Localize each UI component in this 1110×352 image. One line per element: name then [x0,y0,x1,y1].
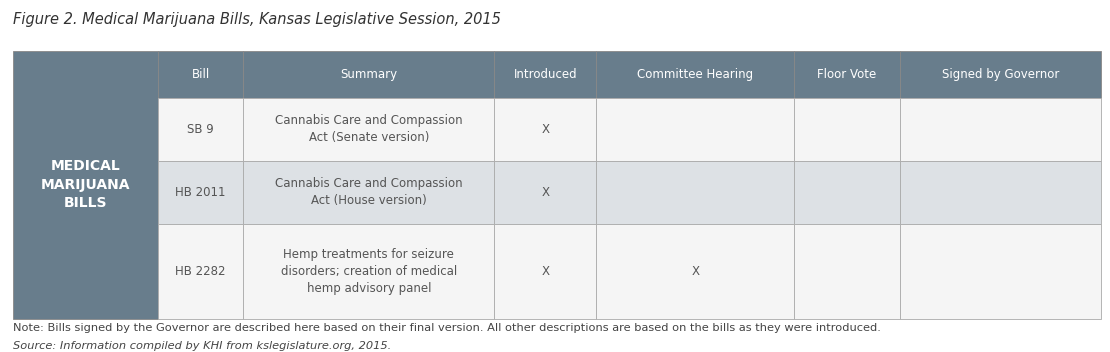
Bar [596,224,795,319]
Bar [159,161,243,224]
Text: HB 2011: HB 2011 [175,186,226,199]
Bar [795,98,899,161]
Text: SB 9: SB 9 [188,123,214,136]
Bar [494,51,596,98]
Text: Figure 2. Medical Marijuana Bills, Kansas Legislative Session, 2015: Figure 2. Medical Marijuana Bills, Kansa… [13,12,502,27]
Bar [243,98,494,161]
Bar [899,51,1101,98]
Text: Source: Information compiled by KHI from kslegislature.org, 2015.: Source: Information compiled by KHI from… [13,341,392,351]
Bar [795,224,899,319]
Text: Signed by Governor: Signed by Governor [941,68,1059,81]
Bar [899,161,1101,224]
Text: X: X [542,265,549,278]
Bar [494,161,596,224]
Text: Summary: Summary [340,68,397,81]
Bar [243,51,494,98]
Bar [159,224,243,319]
Text: MEDICAL
MARIJUANA
BILLS: MEDICAL MARIJUANA BILLS [41,159,131,210]
Text: Committee Hearing: Committee Hearing [637,68,754,81]
Bar [243,161,494,224]
Text: HB 2282: HB 2282 [175,265,226,278]
Bar [494,224,596,319]
Text: Cannabis Care and Compassion
Act (Senate version): Cannabis Care and Compassion Act (Senate… [275,114,463,144]
Text: Introduced: Introduced [514,68,577,81]
Text: Cannabis Care and Compassion
Act (House version): Cannabis Care and Compassion Act (House … [275,177,463,207]
Bar [596,51,795,98]
Bar [494,98,596,161]
Text: Hemp treatments for seizure
disorders; creation of medical
hemp advisory panel: Hemp treatments for seizure disorders; c… [281,247,457,295]
Bar [596,98,795,161]
Bar [596,161,795,224]
Bar [795,161,899,224]
Bar [899,98,1101,161]
Text: X: X [542,123,549,136]
Bar [795,51,899,98]
Text: Note: Bills signed by the Governor are described here based on their final versi: Note: Bills signed by the Governor are d… [13,323,881,333]
Text: Bill: Bill [192,68,210,81]
Bar [13,51,159,319]
Text: X: X [542,186,549,199]
Bar [899,224,1101,319]
Text: Floor Vote: Floor Vote [817,68,877,81]
Bar [159,51,243,98]
Bar [159,98,243,161]
Text: X: X [692,265,699,278]
Bar [243,224,494,319]
